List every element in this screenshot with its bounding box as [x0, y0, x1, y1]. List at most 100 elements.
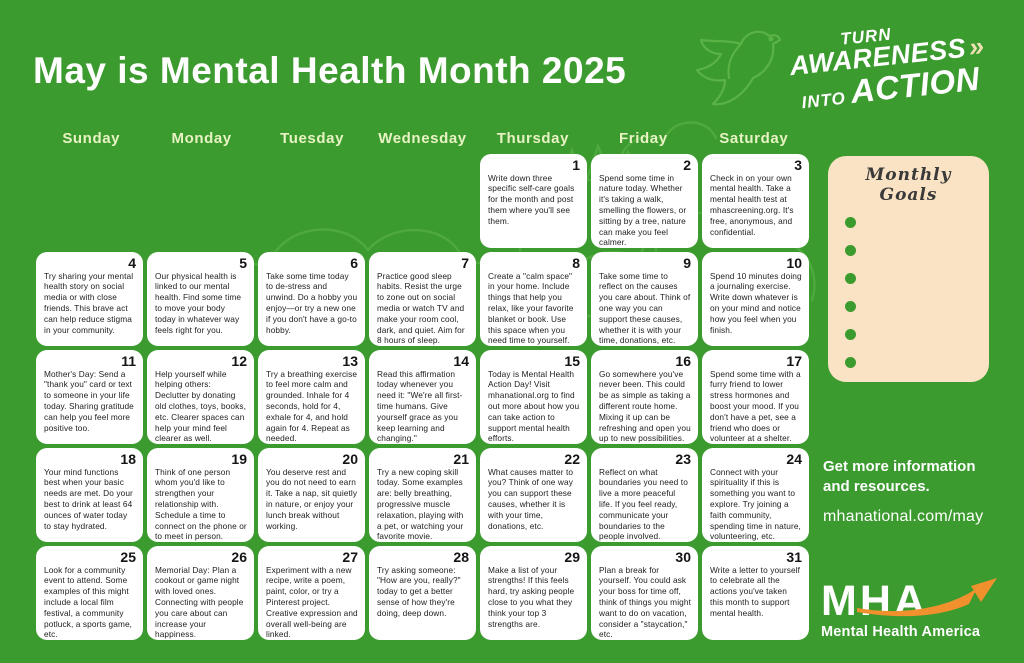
day-activity-text: Write down three specific self-care goal… — [488, 172, 575, 226]
monthly-goals-bullets — [845, 217, 979, 368]
weekday-label-monday: Monday — [171, 130, 232, 147]
day-number: 29 — [564, 549, 580, 565]
calendar-day-cell-10: 10 Spend 10 minutes doing a journaling ex… — [702, 252, 809, 346]
calendar-day-cell-2: 2 Spend some time in nature today. Whethe… — [591, 154, 698, 248]
day-number: 15 — [564, 353, 580, 369]
day-activity-text: Look for a community event to attend. So… — [44, 564, 133, 640]
day-number: 25 — [120, 549, 136, 565]
weekday-label-saturday: Saturday — [719, 130, 789, 147]
day-activity-text: Memorial Day: Plan a cookout or game nig… — [155, 564, 244, 640]
tagline-into-text: INTO — [800, 88, 847, 113]
monthly-goals-title: Monthly Goals — [865, 165, 952, 205]
day-number: 3 — [794, 157, 802, 173]
day-number: 30 — [675, 549, 691, 565]
calendar-day-cell-3: 3 Check in on your own mental health. Tak… — [702, 154, 809, 248]
calendar-day-cell-19: 19 Think of one person whom you'd like to… — [147, 448, 254, 542]
calendar-day-cell-5: 5 Our physical health is linked to our me… — [147, 252, 254, 346]
day-number: 2 — [683, 157, 691, 173]
day-activity-text: Experiment with a new recipe, write a po… — [266, 564, 358, 640]
day-number: 24 — [786, 451, 802, 467]
day-activity-text: Spend some time with a furry friend to l… — [710, 368, 801, 444]
day-number: 16 — [675, 353, 691, 369]
day-activity-text: Your mind functions best when your basic… — [44, 466, 133, 531]
day-number: 7 — [461, 255, 469, 271]
mha-logo-name: Mental Health America — [821, 624, 981, 640]
calendar-day-cell-23: 23 Reflect on what boundaries you need to… — [591, 448, 698, 542]
calendar-day-cell-4: 4 Try sharing your mental health story on… — [36, 252, 143, 346]
day-activity-text: Reflect on what boundaries you need to l… — [599, 466, 688, 542]
day-number: 27 — [342, 549, 358, 565]
day-activity-text: Try sharing your mental health story on … — [44, 270, 134, 335]
calendar-day-cell-7: 7 Practice good sleep habits. Resist the … — [369, 252, 476, 346]
day-activity-text: Help yourself while helping others: Decl… — [155, 368, 247, 444]
calendar-day-cell-14: 14 Read this affirmation today whenever y… — [369, 350, 476, 444]
day-number: 4 — [128, 255, 136, 271]
calendar-day-cell-13: 13 Try a breathing exercise to feel more … — [258, 350, 365, 444]
day-number: 23 — [675, 451, 691, 467]
day-activity-text: Go somewhere you've never been. This cou… — [599, 368, 691, 444]
goal-bullet-icon — [845, 329, 856, 340]
calendar-day-cell-12: 12 Help yourself while helping others: De… — [147, 350, 254, 444]
calendar-day-cell-15: 15 Today is Mental Health Action Day! Vis… — [480, 350, 587, 444]
empty-calendar-slot — [36, 154, 143, 248]
calendar-day-cell-21: 21 Try a new coping skill today. Some exa… — [369, 448, 476, 542]
day-number: 22 — [564, 451, 580, 467]
calendar-day-cell-8: 8 Create a "calm space" in your home. Inc… — [480, 252, 587, 346]
day-number: 19 — [231, 451, 247, 467]
day-activity-text: Plan a break for yourself. You could ask… — [599, 564, 691, 640]
day-number: 12 — [231, 353, 247, 369]
day-number: 9 — [683, 255, 691, 271]
day-activity-text: Read this affirmation today whenever you… — [377, 368, 463, 444]
calendar-day-cell-30: 30 Plan a break for yourself. You could a… — [591, 546, 698, 640]
day-activity-text: Try a new coping skill today. Some examp… — [377, 466, 464, 542]
resource-url: mhanational.com/may — [823, 508, 984, 525]
mha-logo: MHA Mental Health America — [821, 578, 1001, 640]
calendar-day-cell-17: 17 Spend some time with a furry friend to… — [702, 350, 809, 444]
dove-icon — [695, 30, 782, 106]
weekday-header-row: Sunday Monday Tuesday Wednesday Thursday Frid… — [36, 130, 809, 147]
weekday-label-tuesday: Tuesday — [280, 130, 345, 147]
calendar-day-cell-11: 11 Mother's Day: Send a "thank you" card … — [36, 350, 143, 444]
calendar-day-cell-25: 25 Look for a community event to attend. … — [36, 546, 143, 640]
calendar-day-cell-16: 16 Go somewhere you've never been. This c… — [591, 350, 698, 444]
goal-bullet-icon — [845, 217, 856, 228]
swoosh-arrow-icon — [857, 578, 997, 617]
calendar-day-cell-9: 9 Take some time to reflect on the causes… — [591, 252, 698, 346]
calendar-day-cell-18: 18 Your mind functions best when your bas… — [36, 448, 143, 542]
day-activity-text: Practice good sleep habits. Resist the u… — [377, 270, 465, 346]
day-number: 14 — [453, 353, 469, 369]
day-number: 31 — [786, 549, 802, 565]
day-activity-text: Take some time to reflect on the causes … — [599, 270, 691, 346]
empty-calendar-slot — [258, 154, 365, 248]
day-number: 21 — [453, 451, 469, 467]
info-text: Get more information and resources. — [823, 458, 976, 496]
empty-calendar-slot — [147, 154, 254, 248]
day-activity-text: Make a list of your strengths! If this f… — [488, 564, 575, 629]
day-activity-text: Our physical health is linked to our men… — [155, 270, 242, 335]
calendar-day-cell-1: 1 Write down three specific self-care goa… — [480, 154, 587, 248]
goal-bullet-icon — [845, 245, 856, 256]
calendar-day-cell-31: 31 Write a letter to yourself to celebrat… — [702, 546, 809, 640]
calendar-day-cell-6: 6 Take some time today to de-stress and u… — [258, 252, 365, 346]
day-number: 28 — [453, 549, 469, 565]
calendar-grid: 1 Write down three specific self-care goa… — [36, 154, 809, 640]
day-activity-text: Mother's Day: Send a "thank you" card or… — [44, 368, 134, 433]
calendar-day-cell-27: 27 Experiment with a new recipe, write a … — [258, 546, 365, 640]
weekday-label-friday: Friday — [619, 130, 668, 147]
calendar-day-cell-26: 26 Memorial Day: Plan a cookout or game n… — [147, 546, 254, 640]
calendar-day-cell-28: 28 Try asking someone: "How are you, real… — [369, 546, 476, 640]
weekday-label-thursday: Thursday — [496, 130, 570, 147]
goal-bullet-icon — [845, 301, 856, 312]
day-number: 6 — [350, 255, 358, 271]
day-activity-text: You deserve rest and you do not need to … — [266, 466, 358, 531]
day-activity-text: Spend some time in nature today. Whether… — [599, 172, 687, 248]
day-number: 10 — [786, 255, 802, 271]
calendar-day-cell-22: 22 What causes matter to you? Think of on… — [480, 448, 587, 542]
day-activity-text: Write a letter to yourself to celebrate … — [710, 564, 801, 618]
day-activity-text: Think of one person whom you'd like to s… — [155, 466, 247, 542]
day-number: 18 — [120, 451, 136, 467]
cloud-outline-icon — [618, 121, 718, 172]
calendar-day-cell-24: 24 Connect with your spirituality if this… — [702, 448, 809, 542]
day-activity-text: Try asking someone: "How are you, really… — [377, 564, 461, 618]
